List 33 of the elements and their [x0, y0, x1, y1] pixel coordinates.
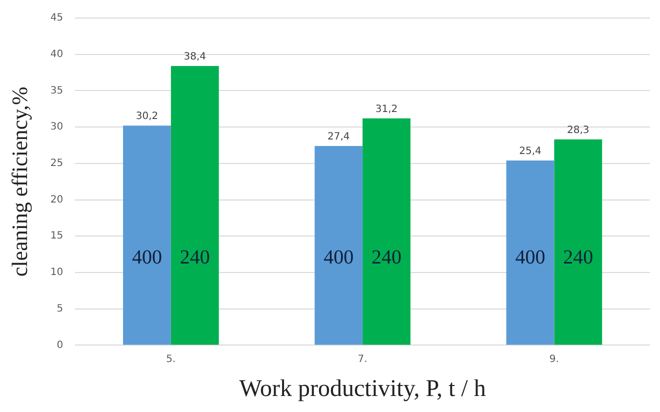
bar	[362, 118, 410, 345]
bar	[123, 126, 171, 345]
y-tick-label: 25	[50, 158, 64, 170]
y-axis-title: cleaning efficiency,%	[6, 86, 32, 277]
text: 240	[180, 246, 210, 269]
data-label: 31,2	[375, 104, 398, 115]
y-tick-label: 35	[50, 85, 64, 96]
x-tick-label: 5.	[166, 354, 176, 365]
bar	[170, 66, 219, 345]
y-tick-label: 15	[50, 230, 64, 242]
y-tick-label: 30	[50, 122, 64, 133]
data-label: 25,4	[519, 146, 542, 158]
data-label: 28,3	[567, 125, 590, 136]
y-tick-label: 20	[50, 194, 64, 206]
y-tick-label: 0	[56, 340, 64, 351]
x-tick-label: 9.	[549, 354, 559, 365]
data-label: 30,2	[136, 111, 158, 122]
text: 400	[324, 246, 354, 269]
bar	[506, 160, 554, 345]
x-tick-label: 7.	[358, 354, 368, 365]
series-label: 240	[563, 246, 594, 269]
y-tick-label: 10	[50, 267, 64, 278]
text: 400	[515, 246, 546, 269]
text: 240	[372, 246, 402, 269]
y-tick-label: 5	[56, 303, 64, 314]
series-label: 400	[132, 246, 162, 269]
y-tick-label: 40	[50, 48, 64, 60]
data-label: 38,4	[184, 52, 206, 63]
y-tick-label: 45	[50, 12, 64, 24]
x-axis-title: Work productivity, P, t / h	[239, 376, 486, 402]
data-label: 27,4	[327, 132, 350, 143]
bar	[314, 146, 363, 345]
bar	[554, 139, 602, 345]
